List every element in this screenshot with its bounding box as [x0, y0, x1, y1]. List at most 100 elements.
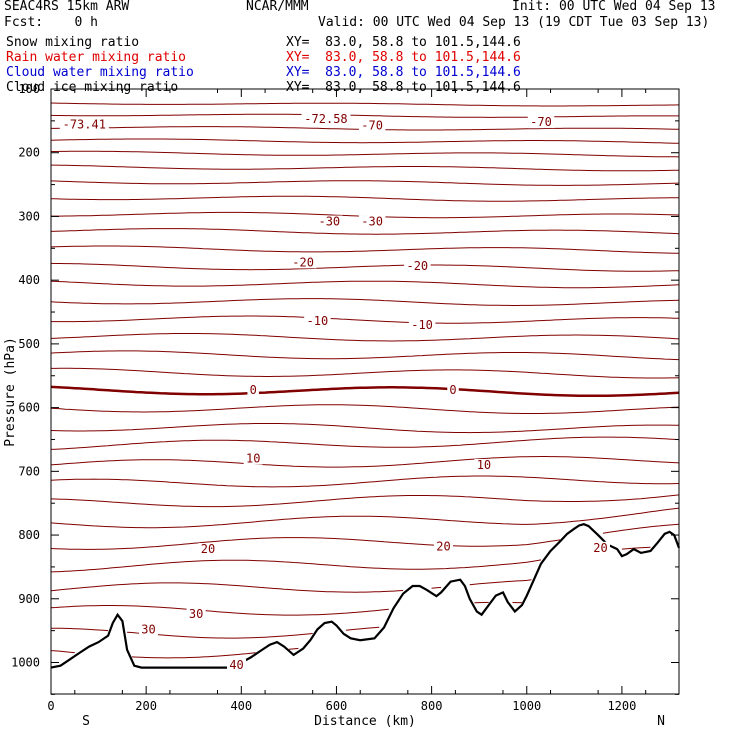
valid-time: Valid: 00 UTC Wed 04 Sep 13 (19 CDT Tue … [318, 15, 710, 30]
contour-label-bg [198, 543, 218, 556]
contour-label-bg [304, 314, 331, 327]
legend-snow-xy: XY= 83.0, 58.8 to 101.5,144.6 [286, 35, 521, 50]
x-tick-label: 200 [135, 699, 157, 713]
contour-label: -10 [307, 314, 329, 328]
x-tick-label: 1000 [512, 699, 541, 713]
contour-label: -20 [406, 259, 428, 273]
contour-label-bg [358, 119, 386, 132]
y-tick-label: 200 [18, 146, 40, 160]
contour-label-bg [59, 118, 109, 131]
isotherm-line [50, 180, 680, 186]
legend-snow: Snow mixing ratio [6, 35, 140, 50]
contour-label-bg [316, 215, 343, 228]
contour-label: 40 [229, 658, 243, 672]
isotherm-line [50, 333, 680, 342]
legend-rain-xy: XY= 83.0, 58.8 to 101.5,144.6 [286, 50, 521, 65]
isotherm-line [50, 456, 680, 468]
isotherm-line [51, 150, 680, 158]
y-tick-label: 600 [18, 401, 40, 415]
isotherm-line [50, 350, 680, 361]
isotherm-line [50, 228, 680, 235]
isotherm-line [50, 601, 523, 616]
contour-label-bg [358, 215, 386, 228]
contour-label: 30 [189, 607, 203, 621]
y-tick-label: 900 [18, 592, 40, 606]
y-tick-label: 1000 [11, 656, 40, 670]
legend-cloud-water: Cloud water mixing ratio [6, 65, 194, 80]
contour-label-bg [247, 383, 259, 396]
contour-label-bg [186, 608, 206, 621]
isotherm-line [51, 546, 679, 572]
contour-label: -20 [292, 255, 314, 269]
isotherm-line [50, 436, 680, 450]
contour-label: 20 [593, 541, 607, 555]
legend-cloud-ice-xy: XY= 83.0, 58.8 to 101.5,144.6 [286, 80, 521, 95]
contour-label-group: -73.41 -72.58 -70 -70 -30 -30 -20 -20 -10 -10 0 0 10… [59, 112, 610, 672]
x-tick-label: 800 [421, 699, 443, 713]
contour-label-bg [447, 383, 459, 396]
contour-label-bg [404, 260, 431, 273]
contour-label: -70 [530, 115, 552, 129]
axes-group: 0 200 400 600 800 1000 12002003004005006007008… [11, 88, 679, 713]
contour-label-bg [289, 256, 317, 269]
contour-label: -73.41 [63, 118, 106, 132]
contour-label-bg [243, 452, 263, 465]
plot-frame [50, 88, 680, 695]
isotherm-line [50, 494, 680, 508]
isotherm-line [50, 113, 679, 118]
model-title: SEAC4RS 15km ARW [4, 0, 130, 14]
contour-label-bg [301, 112, 351, 125]
isotherm-line [51, 367, 680, 379]
y-tick-label: 700 [18, 464, 40, 478]
contour-label-bg [408, 318, 436, 331]
isotherm-line [50, 579, 532, 593]
forecast-hour: Fcst: 0 h [4, 15, 98, 30]
contour-label: -30 [361, 215, 383, 229]
isotherm-line [50, 280, 680, 289]
terrain-group [50, 523, 681, 669]
x-end-label-north: N [657, 714, 665, 729]
contour-label-bg [139, 623, 159, 636]
y-tick-label: 500 [18, 337, 40, 351]
contour-label: 30 [141, 622, 155, 636]
isotherm-line [50, 423, 680, 434]
y-tick-label: 800 [18, 528, 40, 542]
y-tick-label-100: 100 [18, 82, 40, 96]
isotherm-line [50, 507, 680, 529]
y-tick-label: 400 [18, 273, 40, 287]
isotherm-line [50, 385, 680, 398]
isotherm-line [50, 475, 680, 488]
contour-label-bg [474, 458, 494, 471]
contour-label: -30 [318, 215, 340, 229]
isotherm-line [50, 102, 680, 107]
y-axis-label: Pressure (hPa) [3, 337, 18, 447]
isotherm-line [50, 262, 680, 272]
terrain-line [50, 523, 681, 669]
org-title: NCAR/MMM [246, 0, 309, 14]
contour-label: 10 [477, 458, 491, 472]
contour-label-bg [591, 541, 610, 554]
isotherm-line [51, 164, 680, 172]
contour-label-bg [527, 116, 555, 129]
x-end-label-south: S [82, 714, 90, 729]
isotherm-line [51, 315, 680, 324]
contour-label-bg [434, 540, 453, 553]
init-time: Init: 00 UTC Wed 04 Sep 13 [512, 0, 716, 14]
contour-label: -10 [411, 318, 433, 332]
contour-label-bg [227, 659, 247, 672]
contour-label: -72.58 [304, 112, 347, 126]
contour-label: 0 [250, 383, 257, 397]
x-tick-label: 400 [230, 699, 252, 713]
isotherm-line [50, 523, 680, 550]
x-tick-label: 1200 [607, 699, 636, 713]
contour-label: -70 [361, 118, 383, 132]
x-tick-label: 0 [47, 699, 54, 713]
x-tick-label: 600 [326, 699, 348, 713]
isotherm-line [50, 647, 299, 659]
contour-label: 10 [246, 452, 260, 466]
isotherm-line [50, 298, 680, 306]
isotherm-line [50, 245, 680, 254]
legend-cloud-ice: Cloud ice mixing ratio [6, 80, 179, 95]
isotherm-line [50, 404, 680, 414]
